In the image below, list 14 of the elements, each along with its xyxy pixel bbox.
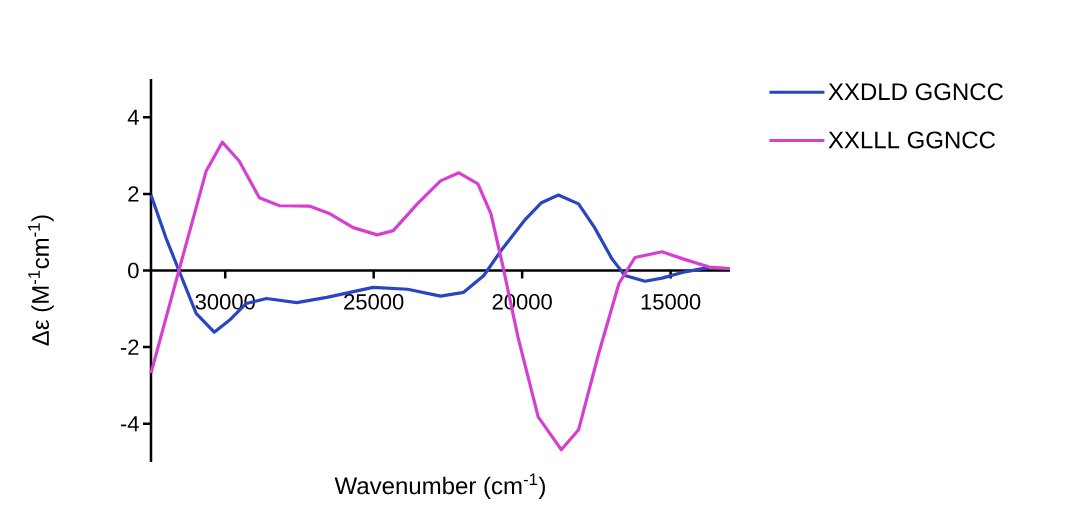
y-axis-title: Δε (M$^{-1}$cm$^{-1}$)	[28, 215, 54, 346]
line-series	[149, 193, 711, 334]
x-tick-label: 30000	[195, 294, 255, 310]
x-tick-label: 25000	[344, 294, 404, 310]
y-tick-label: 4	[127, 109, 139, 125]
legend-label: XXDLD GGNCC	[828, 83, 1004, 101]
legend-label: XXLLL GGNCC	[828, 131, 996, 149]
line-series	[149, 140, 732, 452]
x-axis-title: Wavenumber (cm$^{-1}$)	[334, 473, 545, 500]
y-tick-label: -4	[120, 416, 139, 432]
y-tick-label: 0	[128, 262, 139, 279]
x-tick-label: 15000	[641, 294, 701, 310]
y-tick-label: -2	[120, 339, 139, 355]
y-tick-label: 2	[128, 186, 139, 202]
